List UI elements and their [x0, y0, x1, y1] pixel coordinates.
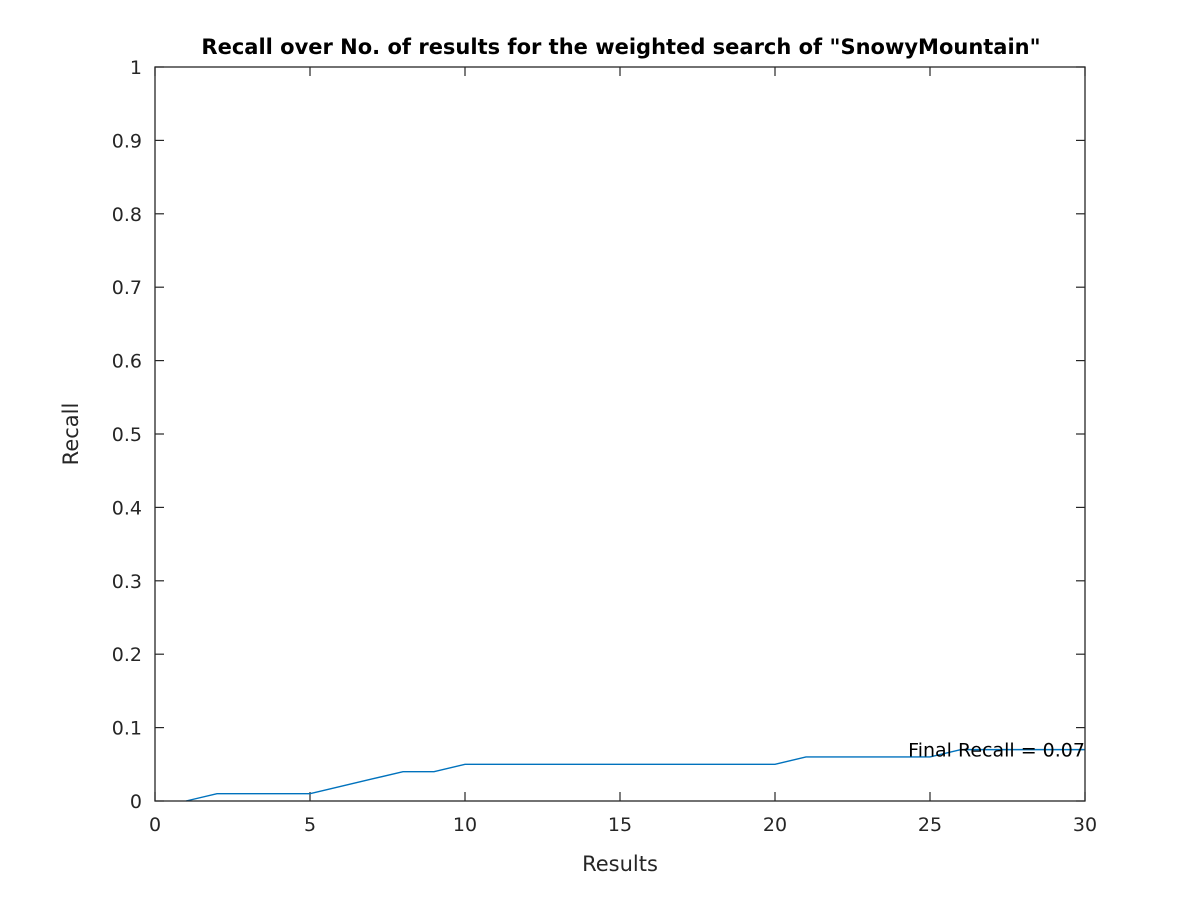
y-axis-label: Recall [59, 403, 83, 466]
final-recall-annotation: Final Recall = 0.07 [908, 740, 1085, 762]
chart-title: Recall over No. of results for the weigh… [201, 35, 1040, 59]
x-tick-label: 15 [608, 814, 632, 836]
recall-line [185, 748, 1085, 802]
x-tick-label: 10 [453, 814, 477, 836]
x-tick-label: 30 [1073, 814, 1097, 836]
y-tick-label: 0.5 [112, 424, 142, 446]
y-tick-label: 0.1 [112, 718, 142, 740]
y-tick-label: 0.7 [112, 277, 142, 299]
y-tick-label: 0.6 [112, 351, 142, 373]
annotation-layer: Final Recall = 0.07 [908, 740, 1085, 762]
y-tick-label: 0.9 [112, 130, 142, 152]
x-axis-label: Results [582, 852, 658, 876]
y-tick-label: 0.3 [112, 571, 142, 593]
x-tick-label: 0 [149, 814, 161, 836]
y-tick-label: 1 [130, 57, 142, 79]
x-tick-label: 5 [304, 814, 316, 836]
x-tick-label: 25 [918, 814, 942, 836]
plot-frame [154, 66, 1086, 802]
y-tick-label: 0.2 [112, 644, 142, 666]
y-tick-label: 0.8 [112, 204, 142, 226]
y-tick-label: 0 [130, 791, 142, 813]
y-tick-label: 0.4 [112, 497, 142, 519]
x-tick-label: 20 [763, 814, 787, 836]
plot-area [155, 67, 1085, 801]
series-layer [185, 748, 1085, 802]
